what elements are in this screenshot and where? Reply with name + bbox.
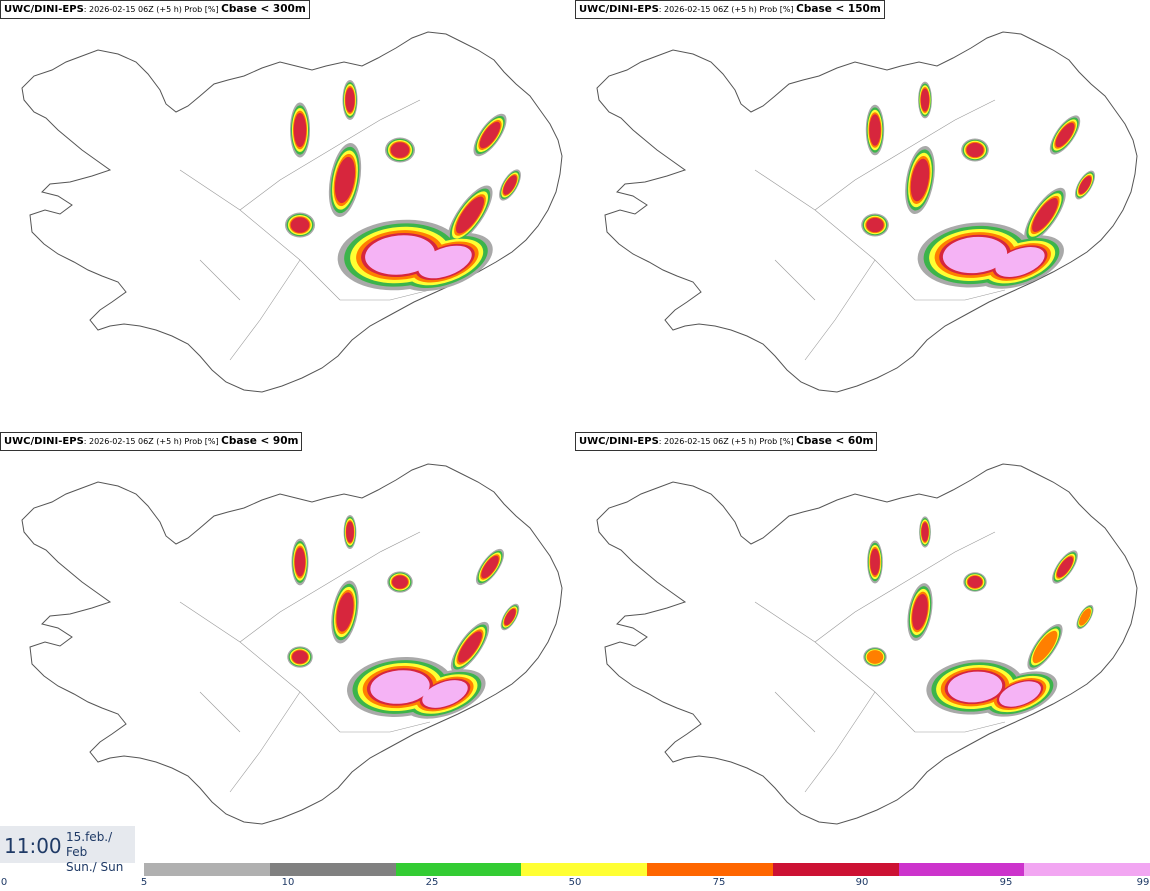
prob-area-pink [365,235,435,275]
variable-name: Cbase < 90m [221,435,299,447]
colorbar-tick-label: 0 [0,877,8,888]
prob-area-pink [370,670,430,704]
region-lines [179,531,431,793]
colorbar-tick-label: 10 [281,877,295,888]
run-info: : 2026-02-15 06Z (+5 h) Prob [%] [83,437,222,446]
variable-name: Cbase < 300m [221,3,306,15]
model-name: UWC/DINI-EPS [579,436,659,447]
prob-area-red [912,593,928,631]
panel-title: UWC/DINI-EPS: 2026-02-15 06Z (+5 h) Prob… [0,0,310,19]
probability-colorbar [144,863,1150,876]
panel-title: UWC/DINI-EPS: 2026-02-15 06Z (+5 h) Prob… [575,432,878,451]
prob-area-red [869,114,881,146]
iceland-map [21,31,563,393]
panel-title: UWC/DINI-EPS: 2026-02-15 06Z (+5 h) Prob… [575,0,885,19]
prob-area-orange [866,650,884,664]
colorbar-tick-label: 5 [140,877,148,888]
map-panel: UWC/DINI-EPS: 2026-02-15 06Z (+5 h) Prob… [575,0,1150,432]
prob-area-red [455,196,485,234]
colorbar-tick-label: 99 [1136,877,1150,888]
colorbar-tick-label: 90 [855,877,869,888]
variable-name: Cbase < 60m [796,435,874,447]
prob-area-pink [418,245,472,279]
prob-area-red [910,158,930,202]
prob-area-red [967,575,983,589]
map-panel: UWC/DINI-EPS: 2026-02-15 06Z (+5 h) Prob… [575,432,1150,864]
prob-area-red [1032,198,1058,232]
colorbar-segment [269,863,396,876]
prob-area-pink [422,680,468,708]
run-info: : 2026-02-15 06Z (+5 h) Prob [%] [658,437,797,446]
prob-area-red [921,522,929,542]
prob-area-red [870,548,880,576]
model-name: UWC/DINI-EPS [4,4,84,15]
prob-area-red [503,175,517,195]
colorbar-segment [395,863,522,876]
prob-area-red [920,88,930,112]
colorbar-tick-label: 25 [425,877,439,888]
valid-time-box: 11:00 15.feb./ Feb Sun./ Sun [0,826,135,874]
prob-area-red [966,142,984,158]
prob-area-red [1055,122,1075,148]
colorbar-segment [1024,863,1150,876]
prob-area-orange [1079,608,1091,626]
coastline [21,31,563,393]
prob-area-red [481,555,499,579]
colorbar-segment [647,863,773,876]
prob-area-red [1056,556,1074,578]
prob-area-red [504,608,516,626]
valid-time: 11:00 [4,834,62,858]
day-line: Sun./ Sun [66,860,124,874]
prob-area-pink [942,236,1008,274]
coastline [596,463,1138,825]
variable-name: Cbase < 150m [796,3,881,15]
prob-area-red [866,217,884,233]
colorbar-segment [898,863,1025,876]
map-panel: UWC/DINI-EPS: 2026-02-15 06Z (+5 h) Prob… [0,0,575,432]
panel-title: UWC/DINI-EPS: 2026-02-15 06Z (+5 h) Prob… [0,432,303,451]
valid-date: 15.feb./ Feb Sun./ Sun [66,830,135,875]
colorbar-segment [144,863,270,876]
prob-area-red [1078,176,1092,194]
prob-area-red [392,575,408,589]
prob-area-red [290,217,310,233]
colorbar-tick-label: 95 [999,877,1013,888]
prob-area-pink [999,681,1041,707]
prob-area-orange [1032,630,1058,664]
model-name: UWC/DINI-EPS [4,436,84,447]
model-name: UWC/DINI-EPS [579,4,659,15]
region-lines [179,99,431,361]
region-lines [754,99,1006,361]
run-info: : 2026-02-15 06Z (+5 h) Prob [%] [83,5,222,14]
prob-area-red [458,631,482,663]
prob-area-red [336,592,354,632]
iceland-map [21,463,563,825]
prob-area-pink [995,247,1045,277]
run-info: : 2026-02-15 06Z (+5 h) Prob [%] [658,5,797,14]
colorbar-segment [772,863,899,876]
region-lines [754,531,1006,793]
colorbar-segment [521,863,647,876]
prob-area-pink [947,671,1003,703]
iceland-map [596,31,1138,393]
date-line: 15.feb./ Feb [66,830,113,859]
prob-area-red [293,112,307,148]
prob-area-red [346,521,354,543]
coastline [596,31,1138,393]
colorbar-tick-label: 50 [568,877,582,888]
prob-area-red [294,547,306,577]
coastline [21,463,563,825]
map-panel: UWC/DINI-EPS: 2026-02-15 06Z (+5 h) Prob… [0,432,575,864]
iceland-map [596,463,1138,825]
prob-area-red [390,142,410,158]
prob-area-red [292,650,308,664]
colorbar-ticks: 0 5 10 25 50 75 90 95 99 [0,877,1150,891]
colorbar-tick-label: 75 [712,877,726,888]
prob-area-red [334,156,356,204]
prob-area-red [479,121,501,149]
prob-area-red [345,87,355,113]
